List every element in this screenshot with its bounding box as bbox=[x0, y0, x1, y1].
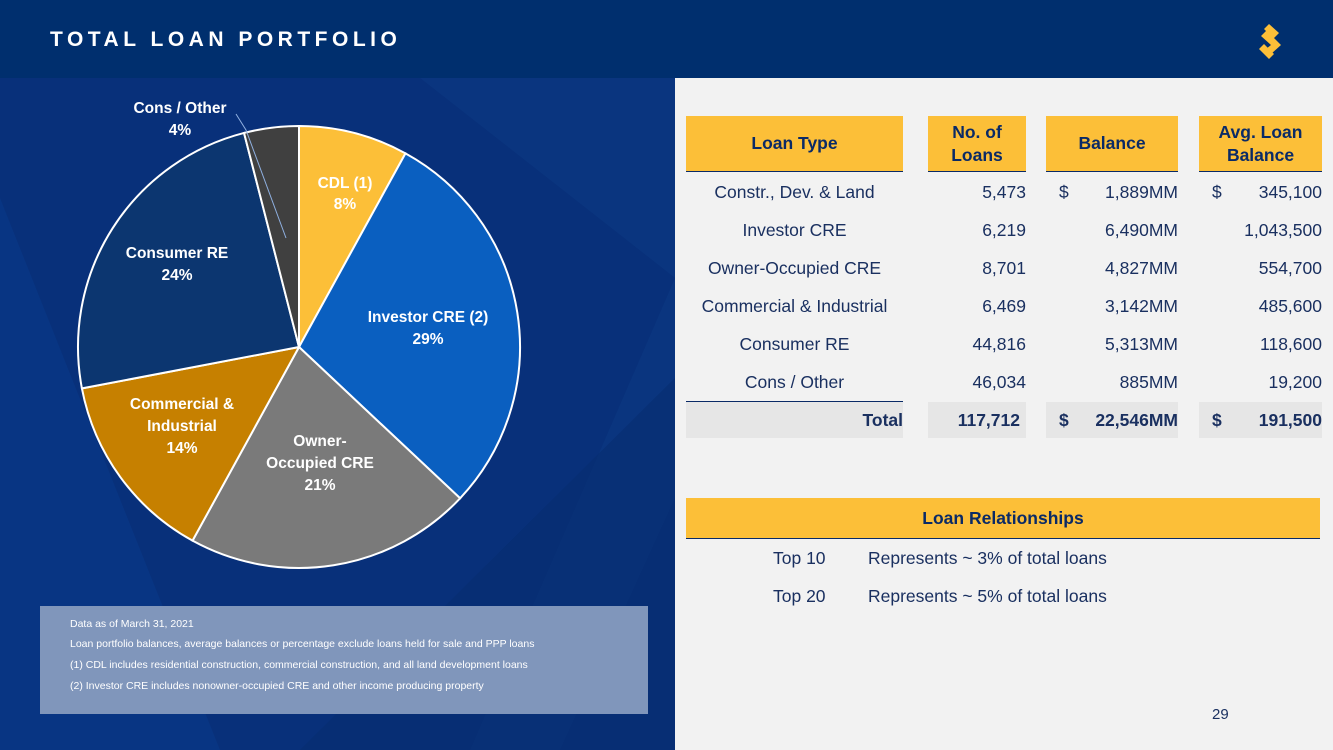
pie-label: Owner- bbox=[293, 433, 346, 450]
row-avg-balance: 1,043,500 bbox=[1244, 220, 1322, 240]
total-divider bbox=[686, 401, 903, 402]
page-title: TOTAL LOAN PORTFOLIO bbox=[50, 28, 402, 51]
row-avg-balance: 345,100 bbox=[1258, 182, 1322, 202]
pie-pct-label: 21% bbox=[304, 477, 335, 494]
row-balance: 6,490MM bbox=[1105, 220, 1178, 240]
pie-pct-label: 29% bbox=[412, 331, 443, 348]
row-loan-type: Commercial & Industrial bbox=[701, 296, 888, 316]
total-bg bbox=[1046, 402, 1178, 438]
row-avg-sign: $ bbox=[1212, 182, 1222, 202]
total-balance: 22,546MM bbox=[1095, 410, 1178, 430]
total-num: 117,712 bbox=[957, 410, 1020, 430]
row-avg-balance: 118,600 bbox=[1260, 334, 1322, 354]
pie-pct-label: 14% bbox=[166, 440, 197, 457]
pie-label: CDL (1) bbox=[318, 175, 373, 192]
pie-slice-4 bbox=[77, 131, 301, 390]
pie-slice-0 bbox=[298, 124, 407, 348]
row-balance: 4,827MM bbox=[1105, 258, 1178, 278]
loan-relationships-header: Loan Relationships bbox=[686, 498, 1320, 538]
total-bg bbox=[928, 402, 1026, 438]
page-number: 29 bbox=[1212, 706, 1229, 723]
pie-label: Industrial bbox=[147, 418, 217, 435]
pie-label: Occupied CRE bbox=[266, 455, 374, 472]
pie-slice-5 bbox=[242, 124, 300, 348]
relationship-label: Top 20 bbox=[773, 586, 826, 606]
row-num-loans: 46,034 bbox=[972, 372, 1026, 392]
row-loan-type: Owner-Occupied CRE bbox=[707, 258, 882, 278]
footnote-line: (1) CDL includes residential constructio… bbox=[70, 659, 528, 671]
total-avg-sign: $ bbox=[1212, 410, 1222, 430]
pie-label: Investor CRE (2) bbox=[368, 309, 489, 326]
header-divider bbox=[928, 171, 1026, 172]
row-loan-type: Cons / Other bbox=[744, 372, 845, 392]
header-bar: TOTAL LOAN PORTFOLIO bbox=[0, 0, 1333, 78]
relationship-label: Top 10 bbox=[773, 548, 826, 568]
pie-pct-label: 8% bbox=[334, 196, 357, 213]
total-label: Total bbox=[862, 410, 903, 430]
footnote-line: Loan portfolio balances, average balance… bbox=[70, 638, 535, 650]
row-balance: 5,313MM bbox=[1105, 334, 1178, 354]
header-divider bbox=[1046, 171, 1178, 172]
pie-slice-3 bbox=[80, 345, 301, 543]
s-logo-icon bbox=[1259, 24, 1281, 59]
row-avg-balance: 19,200 bbox=[1268, 372, 1322, 392]
pie-label: Commercial & bbox=[130, 396, 234, 413]
loan-pie-chart: CDL (1) 8% Investor CRE (2) 29% Owner- Occupi… bbox=[77, 100, 521, 569]
pie-slice-2 bbox=[191, 345, 462, 569]
row-num-loans: 8,701 bbox=[982, 258, 1026, 278]
row-num-loans: 44,816 bbox=[972, 334, 1026, 354]
header-balance: Balance bbox=[1046, 116, 1178, 171]
header-loan-type: Loan Type bbox=[686, 116, 903, 171]
row-loan-type: Investor CRE bbox=[742, 220, 847, 240]
footnote-line: (2) Investor CRE includes nonowner-occup… bbox=[70, 680, 484, 692]
pie-label: Consumer RE bbox=[126, 245, 229, 262]
total-bg bbox=[686, 402, 903, 438]
row-loan-type: Constr., Dev. & Land bbox=[714, 182, 875, 202]
pie-label: Cons / Other bbox=[133, 100, 226, 117]
pie-slice-1 bbox=[297, 151, 521, 500]
row-avg-balance: 554,700 bbox=[1258, 258, 1322, 278]
relationship-text: Represents ~ 5% of total loans bbox=[868, 586, 1107, 606]
footnotes-box: Data as of March 31, 2021 Loan portfolio… bbox=[40, 606, 648, 714]
row-balance: 885MM bbox=[1119, 372, 1178, 392]
footnote-line: Data as of March 31, 2021 bbox=[70, 618, 194, 630]
row-loan-type: Consumer RE bbox=[739, 334, 850, 354]
total-bg bbox=[1199, 402, 1322, 438]
row-balance: 3,142MM bbox=[1105, 296, 1178, 316]
relationship-text: Represents ~ 3% of total loans bbox=[868, 548, 1107, 568]
row-bal-sign: $ bbox=[1059, 182, 1069, 202]
pie-pct-label: 24% bbox=[161, 267, 192, 284]
row-num-loans: 5,473 bbox=[982, 182, 1026, 202]
leader-line bbox=[235, 113, 287, 239]
row-num-loans: 6,219 bbox=[982, 220, 1026, 240]
header-divider bbox=[686, 171, 903, 172]
total-bal-sign: $ bbox=[1059, 410, 1069, 430]
pie-pct-label: 4% bbox=[169, 122, 192, 139]
row-num-loans: 6,469 bbox=[982, 296, 1026, 316]
header-avg-balance: Avg. Loan Balance bbox=[1199, 116, 1322, 171]
relationships-divider bbox=[686, 538, 1320, 539]
header-divider bbox=[1199, 171, 1322, 172]
total-avg: 191,500 bbox=[1258, 410, 1322, 430]
row-balance: 1,889MM bbox=[1105, 182, 1178, 202]
header-num-loans: No. of Loans bbox=[928, 116, 1026, 171]
row-avg-balance: 485,600 bbox=[1258, 296, 1322, 316]
